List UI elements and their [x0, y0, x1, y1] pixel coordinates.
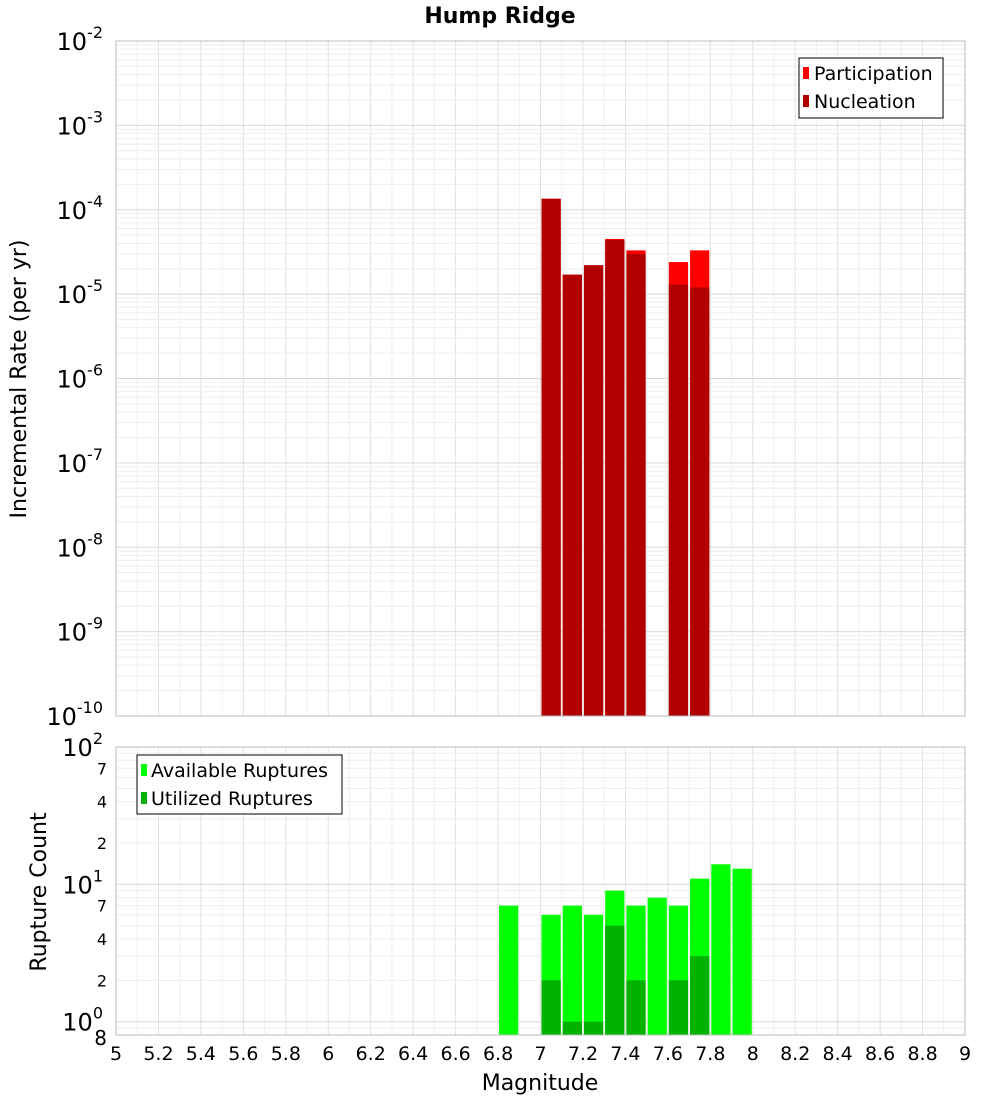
bottom-legend-box	[136, 754, 343, 815]
top-bar-nucleation	[690, 287, 710, 716]
top-bar-nucleation	[605, 239, 625, 716]
bottom-legend-swatch	[141, 792, 147, 804]
top-legend-label: Participation	[814, 63, 933, 85]
bottom-bar-available-ruptures	[647, 897, 667, 1035]
top-y-tick-label: 10-3	[57, 107, 104, 140]
x-tick-label: 8	[747, 1043, 759, 1065]
x-tick-label: 8.8	[907, 1043, 937, 1065]
bottom-plot-border	[115, 746, 966, 1036]
bottom-y-minor-tick-label: 7	[97, 759, 107, 778]
bottom-legend: Available Ruptures Utilized Ruptures	[136, 754, 343, 815]
top-y-tick-label: 10-6	[57, 361, 104, 394]
bottom-bar-utilized-ruptures	[690, 956, 710, 1035]
chart-title: Hump Ridge	[424, 4, 575, 29]
top-y-tick-label: 10-10	[46, 698, 103, 731]
x-tick-label: 5	[110, 1043, 122, 1065]
x-tick-label: 9	[959, 1043, 971, 1065]
top-bar-nucleation	[668, 284, 689, 716]
bottom-y-minor-tick-label: 2	[97, 971, 107, 990]
x-tick-label: 6.2	[356, 1043, 386, 1065]
x-tick-label: 5.2	[143, 1043, 173, 1065]
x-tick-label: 5.6	[228, 1043, 258, 1065]
top-bar-nucleation	[626, 253, 646, 716]
x-tick-label: 8.6	[865, 1043, 895, 1065]
top-y-tick-label: 10-7	[57, 445, 104, 478]
bottom-bar-available-ruptures	[732, 868, 752, 1035]
x-tick-label: 7.8	[695, 1043, 725, 1065]
bottom-bar-utilized-ruptures	[605, 925, 625, 1035]
bottom-legend-label: Utilized Ruptures	[151, 788, 313, 810]
bottom-bar-utilized-ruptures	[541, 980, 561, 1035]
x-tick-label: 6.8	[483, 1043, 513, 1065]
top-legend-swatch	[803, 67, 809, 79]
top-bar-nucleation	[541, 198, 561, 717]
top-legend-swatch	[803, 95, 809, 107]
bottom-bar-utilized-ruptures	[668, 980, 689, 1035]
top-legend: Participation Nucleation	[798, 57, 944, 119]
bottom-y-axis-label: Rupture Count	[27, 812, 52, 972]
top-y-tick-label: 10-4	[57, 192, 104, 225]
bottom-y-minor-tick-label: 4	[97, 793, 107, 812]
top-y-tick-label: 10-2	[57, 23, 104, 56]
bottom-legend-swatch	[141, 764, 147, 776]
bottom-y-minor-tick-label: 4	[97, 930, 107, 949]
x-tick-label: 7	[534, 1043, 546, 1065]
bottom-y-tick-label: 102	[62, 729, 103, 762]
bottom-bar-utilized-ruptures	[562, 1021, 582, 1035]
x-tick-label: 6	[322, 1043, 334, 1065]
bottom-y-tick-label: 100	[62, 1004, 103, 1037]
x-tick-label: 7.2	[568, 1043, 598, 1065]
bottom-y-minor-tick-label: 7	[97, 897, 107, 916]
x-tick-label: 7.4	[610, 1043, 640, 1065]
bottom-y-minor-tick-label: 8	[94, 1026, 107, 1050]
x-tick-label: 7.6	[653, 1043, 683, 1065]
top-y-tick-label: 10-9	[57, 614, 104, 647]
top-y-tick-label: 10-8	[57, 529, 104, 562]
bottom-bar-available-ruptures	[499, 905, 519, 1035]
x-tick-label: 5.4	[186, 1043, 216, 1065]
bottom-legend-label: Available Ruptures	[151, 760, 328, 782]
top-bar-nucleation	[562, 274, 582, 716]
bottom-y-tick-label: 101	[62, 866, 103, 899]
bottom-y-minor-tick-label: 2	[97, 834, 107, 853]
x-tick-label: 8.2	[780, 1043, 810, 1065]
top-bar-nucleation	[583, 265, 604, 716]
bottom-bar-available-ruptures	[583, 914, 604, 1035]
top-legend-box	[798, 57, 944, 119]
x-tick-label: 6.6	[440, 1043, 470, 1065]
x-tick-label: 5.8	[271, 1043, 301, 1065]
bottom-bar-available-ruptures	[562, 905, 582, 1035]
bottom-plot-area: 100 101 102 8 2 4 7 2 4 7 5 5.2 5.4 5.6 5.8 6 6.2 6.4 6.6 6…	[62, 729, 971, 1065]
x-axis-label: Magnitude	[482, 1071, 599, 1096]
bottom-bar-available-ruptures	[711, 864, 731, 1035]
top-plot-area: 10-10 10-9 10-8 10-7 10-6 10-5 10-4 10-3 10-2 Par…	[46, 23, 966, 731]
x-tick-label: 6.4	[398, 1043, 428, 1065]
bottom-bar-utilized-ruptures	[583, 1021, 604, 1035]
top-y-axis-label: Incremental Rate (per yr)	[7, 240, 32, 519]
bottom-bar-utilized-ruptures	[626, 980, 646, 1035]
top-y-tick-label: 10-5	[57, 276, 104, 309]
x-tick-label: 8.4	[823, 1043, 853, 1065]
top-plot-border	[115, 40, 966, 717]
top-legend-label: Nucleation	[814, 91, 916, 113]
